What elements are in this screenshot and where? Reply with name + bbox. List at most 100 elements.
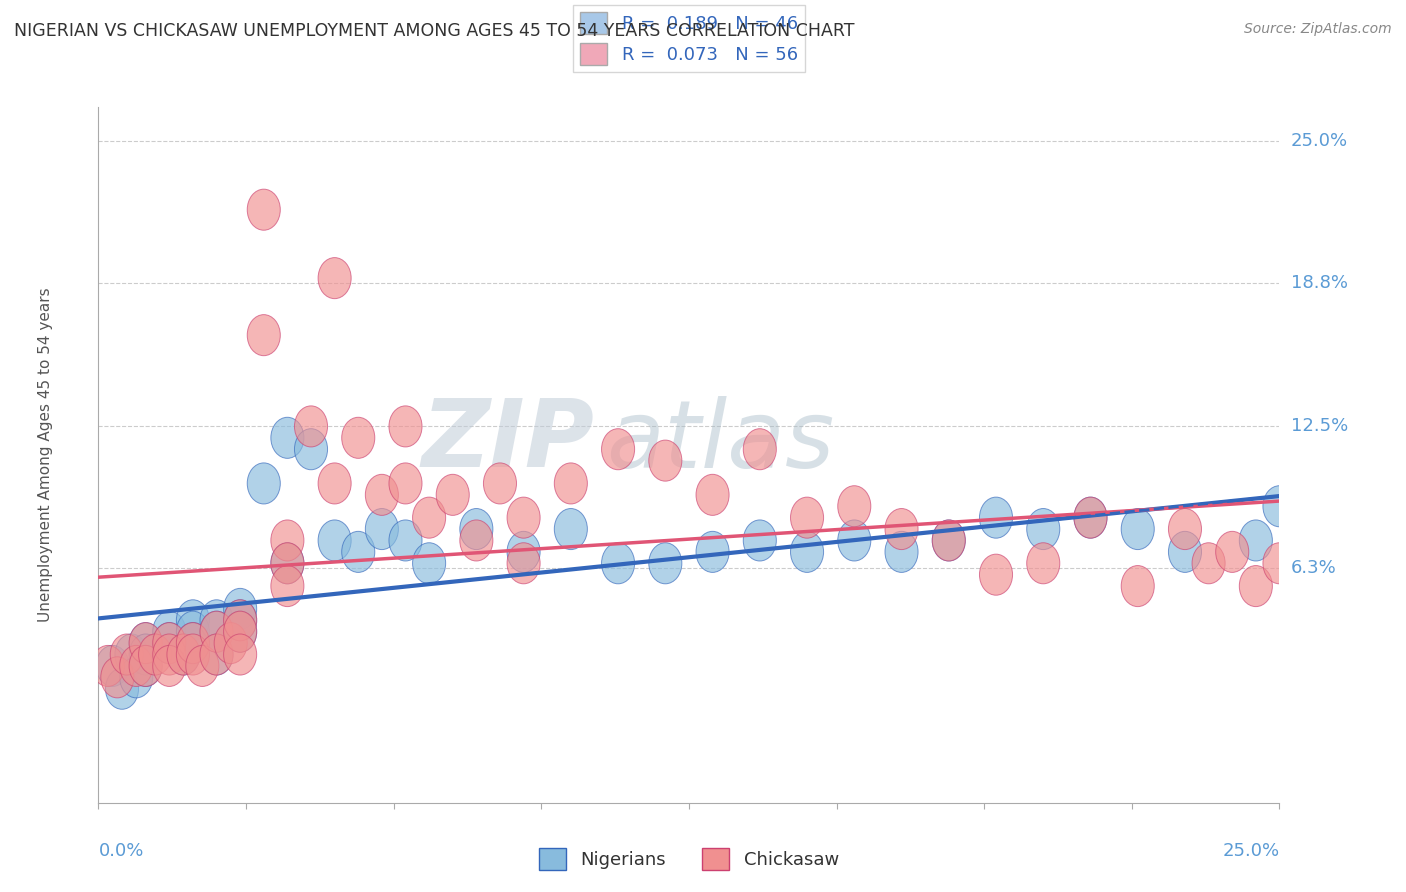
Ellipse shape	[271, 566, 304, 607]
Text: NIGERIAN VS CHICKASAW UNEMPLOYMENT AMONG AGES 45 TO 54 YEARS CORRELATION CHART: NIGERIAN VS CHICKASAW UNEMPLOYMENT AMONG…	[14, 22, 855, 40]
Ellipse shape	[1074, 497, 1107, 538]
Text: Unemployment Among Ages 45 to 54 years: Unemployment Among Ages 45 to 54 years	[38, 287, 53, 623]
Ellipse shape	[247, 315, 280, 356]
Ellipse shape	[224, 611, 257, 652]
Ellipse shape	[602, 429, 634, 470]
Ellipse shape	[389, 520, 422, 561]
Ellipse shape	[105, 668, 139, 709]
Ellipse shape	[554, 508, 588, 549]
Ellipse shape	[1263, 542, 1296, 583]
Ellipse shape	[224, 599, 257, 640]
Text: 0.0%: 0.0%	[98, 842, 143, 860]
Text: 18.8%: 18.8%	[1291, 274, 1347, 292]
Ellipse shape	[214, 623, 247, 664]
Ellipse shape	[980, 497, 1012, 538]
Ellipse shape	[271, 520, 304, 561]
Ellipse shape	[120, 646, 153, 687]
Ellipse shape	[153, 634, 186, 675]
Legend: Nigerians, Chickasaw: Nigerians, Chickasaw	[531, 841, 846, 877]
Ellipse shape	[342, 532, 375, 573]
Ellipse shape	[176, 623, 209, 664]
Ellipse shape	[1263, 486, 1296, 527]
Ellipse shape	[224, 599, 257, 640]
Ellipse shape	[294, 406, 328, 447]
Ellipse shape	[1168, 508, 1202, 549]
Ellipse shape	[484, 463, 516, 504]
Text: atlas: atlas	[606, 395, 835, 486]
Ellipse shape	[176, 623, 209, 664]
Ellipse shape	[120, 657, 153, 698]
Ellipse shape	[271, 542, 304, 583]
Ellipse shape	[247, 189, 280, 230]
Ellipse shape	[129, 634, 162, 675]
Ellipse shape	[884, 508, 918, 549]
Ellipse shape	[139, 634, 172, 675]
Ellipse shape	[602, 542, 634, 583]
Ellipse shape	[186, 646, 219, 687]
Ellipse shape	[838, 486, 870, 527]
Text: Source: ZipAtlas.com: Source: ZipAtlas.com	[1244, 22, 1392, 37]
Ellipse shape	[153, 623, 186, 664]
Ellipse shape	[200, 611, 233, 652]
Ellipse shape	[790, 497, 824, 538]
Ellipse shape	[508, 497, 540, 538]
Ellipse shape	[412, 497, 446, 538]
Ellipse shape	[744, 429, 776, 470]
Ellipse shape	[1192, 542, 1225, 583]
Ellipse shape	[932, 520, 966, 561]
Ellipse shape	[129, 646, 162, 687]
Ellipse shape	[96, 646, 129, 687]
Ellipse shape	[318, 520, 352, 561]
Ellipse shape	[648, 440, 682, 481]
Ellipse shape	[1026, 508, 1060, 549]
Ellipse shape	[696, 475, 730, 516]
Ellipse shape	[932, 520, 966, 561]
Ellipse shape	[980, 554, 1012, 595]
Ellipse shape	[884, 532, 918, 573]
Ellipse shape	[696, 532, 730, 573]
Ellipse shape	[271, 417, 304, 458]
Ellipse shape	[436, 475, 470, 516]
Ellipse shape	[176, 599, 209, 640]
Ellipse shape	[200, 634, 233, 675]
Ellipse shape	[1216, 532, 1249, 573]
Ellipse shape	[153, 646, 186, 687]
Text: 6.3%: 6.3%	[1291, 559, 1336, 577]
Ellipse shape	[508, 542, 540, 583]
Ellipse shape	[1074, 497, 1107, 538]
Ellipse shape	[176, 634, 209, 675]
Ellipse shape	[790, 532, 824, 573]
Ellipse shape	[91, 646, 124, 687]
Ellipse shape	[1121, 566, 1154, 607]
Ellipse shape	[153, 611, 186, 652]
Ellipse shape	[101, 657, 134, 698]
Ellipse shape	[200, 611, 233, 652]
Ellipse shape	[838, 520, 870, 561]
Ellipse shape	[412, 542, 446, 583]
Ellipse shape	[648, 542, 682, 583]
Ellipse shape	[247, 463, 280, 504]
Ellipse shape	[389, 463, 422, 504]
Ellipse shape	[366, 508, 398, 549]
Ellipse shape	[460, 508, 494, 549]
Ellipse shape	[460, 520, 494, 561]
Ellipse shape	[294, 429, 328, 470]
Ellipse shape	[167, 634, 200, 675]
Ellipse shape	[318, 463, 352, 504]
Ellipse shape	[224, 589, 257, 630]
Ellipse shape	[744, 520, 776, 561]
Text: 25.0%: 25.0%	[1222, 842, 1279, 860]
Text: ZIP: ZIP	[422, 395, 595, 487]
Ellipse shape	[129, 646, 162, 687]
Ellipse shape	[224, 611, 257, 652]
Ellipse shape	[366, 475, 398, 516]
Text: 12.5%: 12.5%	[1291, 417, 1348, 435]
Ellipse shape	[1168, 532, 1202, 573]
Ellipse shape	[153, 623, 186, 664]
Ellipse shape	[176, 611, 209, 652]
Ellipse shape	[508, 532, 540, 573]
Ellipse shape	[1239, 520, 1272, 561]
Ellipse shape	[1121, 508, 1154, 549]
Ellipse shape	[224, 634, 257, 675]
Ellipse shape	[115, 634, 148, 675]
